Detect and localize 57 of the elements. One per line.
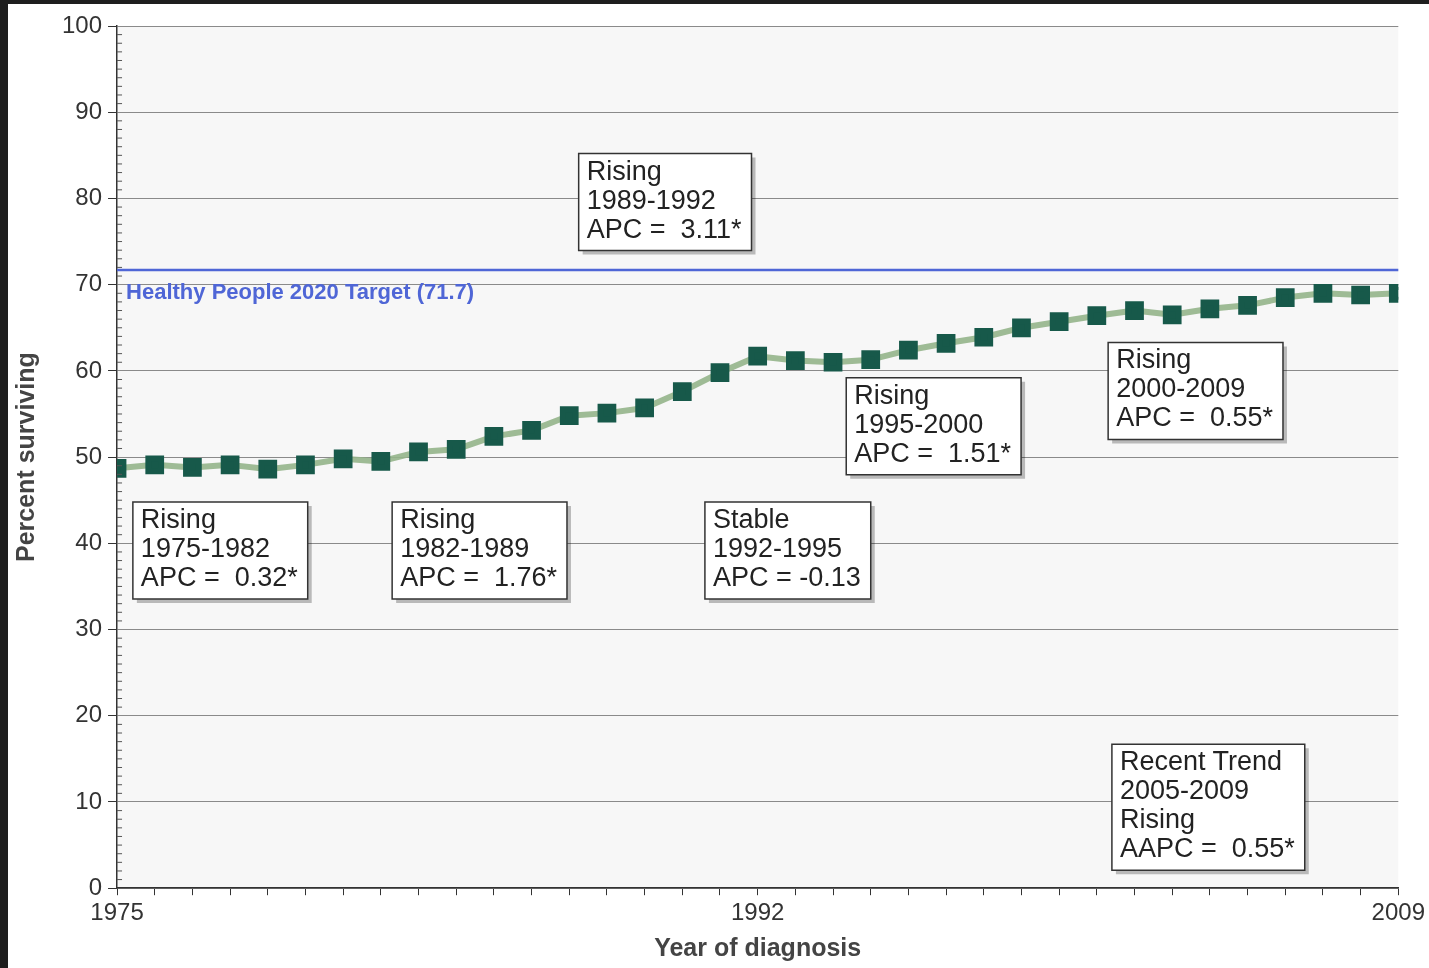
x-tick-label: 1992 xyxy=(730,898,785,926)
point xyxy=(1275,288,1295,307)
annotation: Rising 1975-1982 APC = 0.32* xyxy=(140,503,299,592)
point xyxy=(1049,312,1069,332)
point xyxy=(559,406,579,426)
point xyxy=(1313,283,1333,303)
x-axis-title: Year of diagnosis xyxy=(654,932,862,961)
y-tick-label: 50 xyxy=(75,441,103,469)
point xyxy=(333,449,353,469)
annotation: Recent Trend 2005-2009 Rising AAPC = 0.55* xyxy=(1119,746,1296,864)
point xyxy=(522,421,541,440)
point xyxy=(258,459,278,479)
y-tick-label: 90 xyxy=(75,96,103,124)
point xyxy=(371,452,391,471)
annotation: Rising 1989-1992 APC = 3.11* xyxy=(586,155,743,244)
y-tick-label: 80 xyxy=(75,183,103,211)
x-tick-label: 1975 xyxy=(90,898,144,926)
point xyxy=(1162,305,1182,325)
point xyxy=(1012,318,1031,338)
y-tick-label: 10 xyxy=(75,786,103,814)
ref-line-label: Healthy People 2020 Target (71.7) xyxy=(126,279,475,305)
y-tick-label: 20 xyxy=(75,700,103,728)
point xyxy=(1238,295,1257,315)
point xyxy=(409,442,428,462)
y-tick-label: 60 xyxy=(75,355,103,383)
point xyxy=(220,455,240,475)
point xyxy=(446,439,466,459)
annotation: Rising 1995-2000 APC = 1.51* xyxy=(854,379,1012,468)
y-tick-label: 100 xyxy=(62,10,103,38)
annotation: Rising 2000-2009 APC = 0.55* xyxy=(1116,344,1274,433)
y-tick-label: 0 xyxy=(88,872,103,900)
y-tick-label: 70 xyxy=(75,269,103,297)
point xyxy=(785,351,805,370)
point xyxy=(635,398,654,418)
point xyxy=(1087,306,1107,326)
point xyxy=(1125,301,1144,320)
point xyxy=(145,455,165,475)
point xyxy=(710,363,730,382)
point xyxy=(183,458,202,477)
point xyxy=(597,403,617,423)
point xyxy=(1351,285,1370,305)
point xyxy=(484,427,504,446)
point xyxy=(861,350,881,370)
y-tick-label: 30 xyxy=(75,614,103,642)
point xyxy=(936,333,956,353)
y-axis-title: Percent surviving xyxy=(10,352,39,563)
point xyxy=(296,455,315,475)
point xyxy=(748,346,768,366)
annotation: Rising 1982-1989 APC = 1.76* xyxy=(400,503,558,592)
point xyxy=(899,340,918,360)
point xyxy=(974,327,994,347)
point xyxy=(1200,299,1220,319)
annotation: Stable 1992-1995 APC = -0.13 xyxy=(712,503,861,592)
x-tick-label: 2009 xyxy=(1371,898,1425,926)
point xyxy=(672,382,692,401)
point xyxy=(823,352,843,372)
y-tick-label: 40 xyxy=(75,527,103,555)
